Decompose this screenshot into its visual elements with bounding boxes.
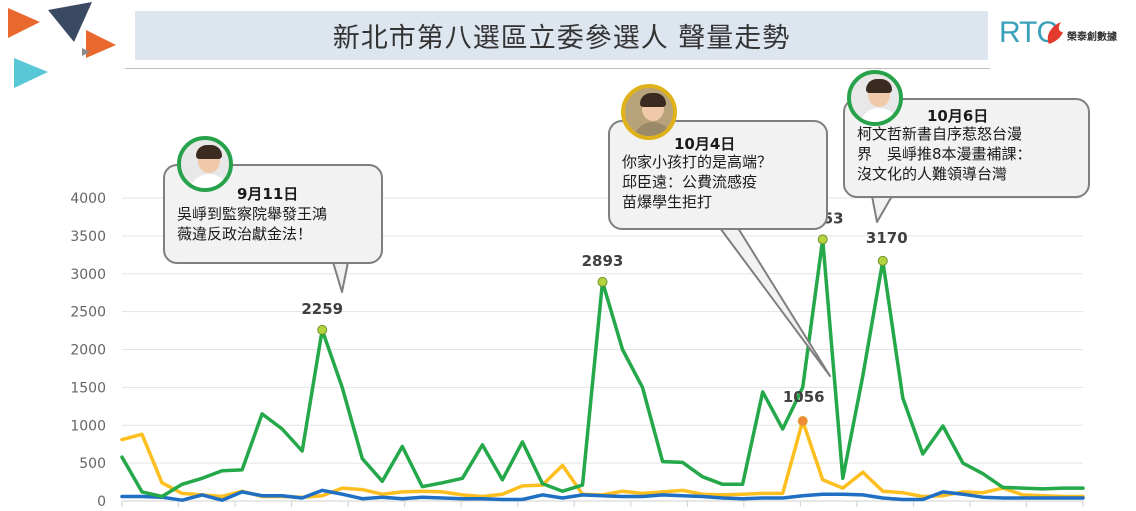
y-tick-label: 4000 bbox=[70, 191, 106, 207]
orange-triangle bbox=[8, 8, 40, 38]
y-tick-label: 3000 bbox=[70, 267, 106, 283]
callout-pointer bbox=[871, 195, 893, 223]
page-title: 新北市第八選區立委參選人 聲量走勢 bbox=[332, 23, 791, 54]
y-tick-label: 2500 bbox=[70, 305, 106, 321]
peak-marker bbox=[597, 276, 608, 287]
navy-triangle bbox=[48, 2, 92, 42]
logo-letters: RTC bbox=[999, 16, 1058, 49]
series-line bbox=[120, 488, 1085, 502]
logo-flame-icon bbox=[1047, 22, 1063, 44]
peak-value-label: 1056 bbox=[783, 388, 825, 406]
peak-markers: 22592893105634533170 bbox=[301, 209, 908, 427]
page-title-bar: 新北市第八選區立委參選人 聲量走勢 bbox=[135, 11, 988, 60]
avatar bbox=[621, 84, 677, 140]
callout-date: 9月11日 bbox=[237, 185, 299, 203]
peak-value-label: 3170 bbox=[866, 229, 908, 247]
callout-date: 10月6日 bbox=[927, 107, 989, 125]
peak-marker bbox=[877, 255, 888, 266]
y-tick-label: 1000 bbox=[70, 418, 106, 434]
peak-value-label: 2259 bbox=[301, 300, 343, 318]
peak-marker bbox=[817, 234, 828, 245]
callout-text: 柯文哲新書自序惹怒台漫 界 吳崢推8本漫畫補課： 沒文化的人難領導台灣 bbox=[857, 125, 1032, 183]
title-divider bbox=[125, 68, 990, 69]
y-tick-label: 1500 bbox=[70, 380, 106, 396]
avatar bbox=[847, 70, 903, 126]
rtc-logo: RTC 榮泰創數據 bbox=[999, 16, 1134, 52]
logo-company-name: 榮泰創數據 bbox=[1067, 32, 1117, 43]
orange-small-triangle bbox=[86, 30, 116, 58]
callout-text: 你家小孩打的是高端？ 邱臣遠：公費流感疫 苗爆學生拒打 bbox=[622, 153, 773, 211]
peak-marker bbox=[317, 324, 328, 335]
y-tick-label: 3500 bbox=[70, 229, 106, 245]
grey-arrow-triangle bbox=[82, 48, 90, 56]
y-tick-label: 2000 bbox=[70, 343, 106, 359]
x-axis bbox=[121, 500, 1084, 507]
peak-value-label: 2893 bbox=[582, 252, 624, 270]
y-tick-label: 500 bbox=[79, 456, 106, 472]
callout-pointer bbox=[332, 261, 349, 293]
callout-text: 吳崢到監察院舉發王鴻 薇違反政治獻金法！ bbox=[177, 205, 328, 243]
avatar bbox=[177, 136, 233, 192]
decorative-triangles bbox=[8, 2, 116, 88]
y-tick-label: 0 bbox=[97, 494, 106, 510]
callout-date: 10月4日 bbox=[674, 135, 736, 153]
peak-marker bbox=[797, 416, 808, 427]
teal-triangle bbox=[14, 58, 48, 88]
y-axis: 0 500 1000 1500 2000 2500 3000 3500 4000 bbox=[70, 191, 106, 510]
